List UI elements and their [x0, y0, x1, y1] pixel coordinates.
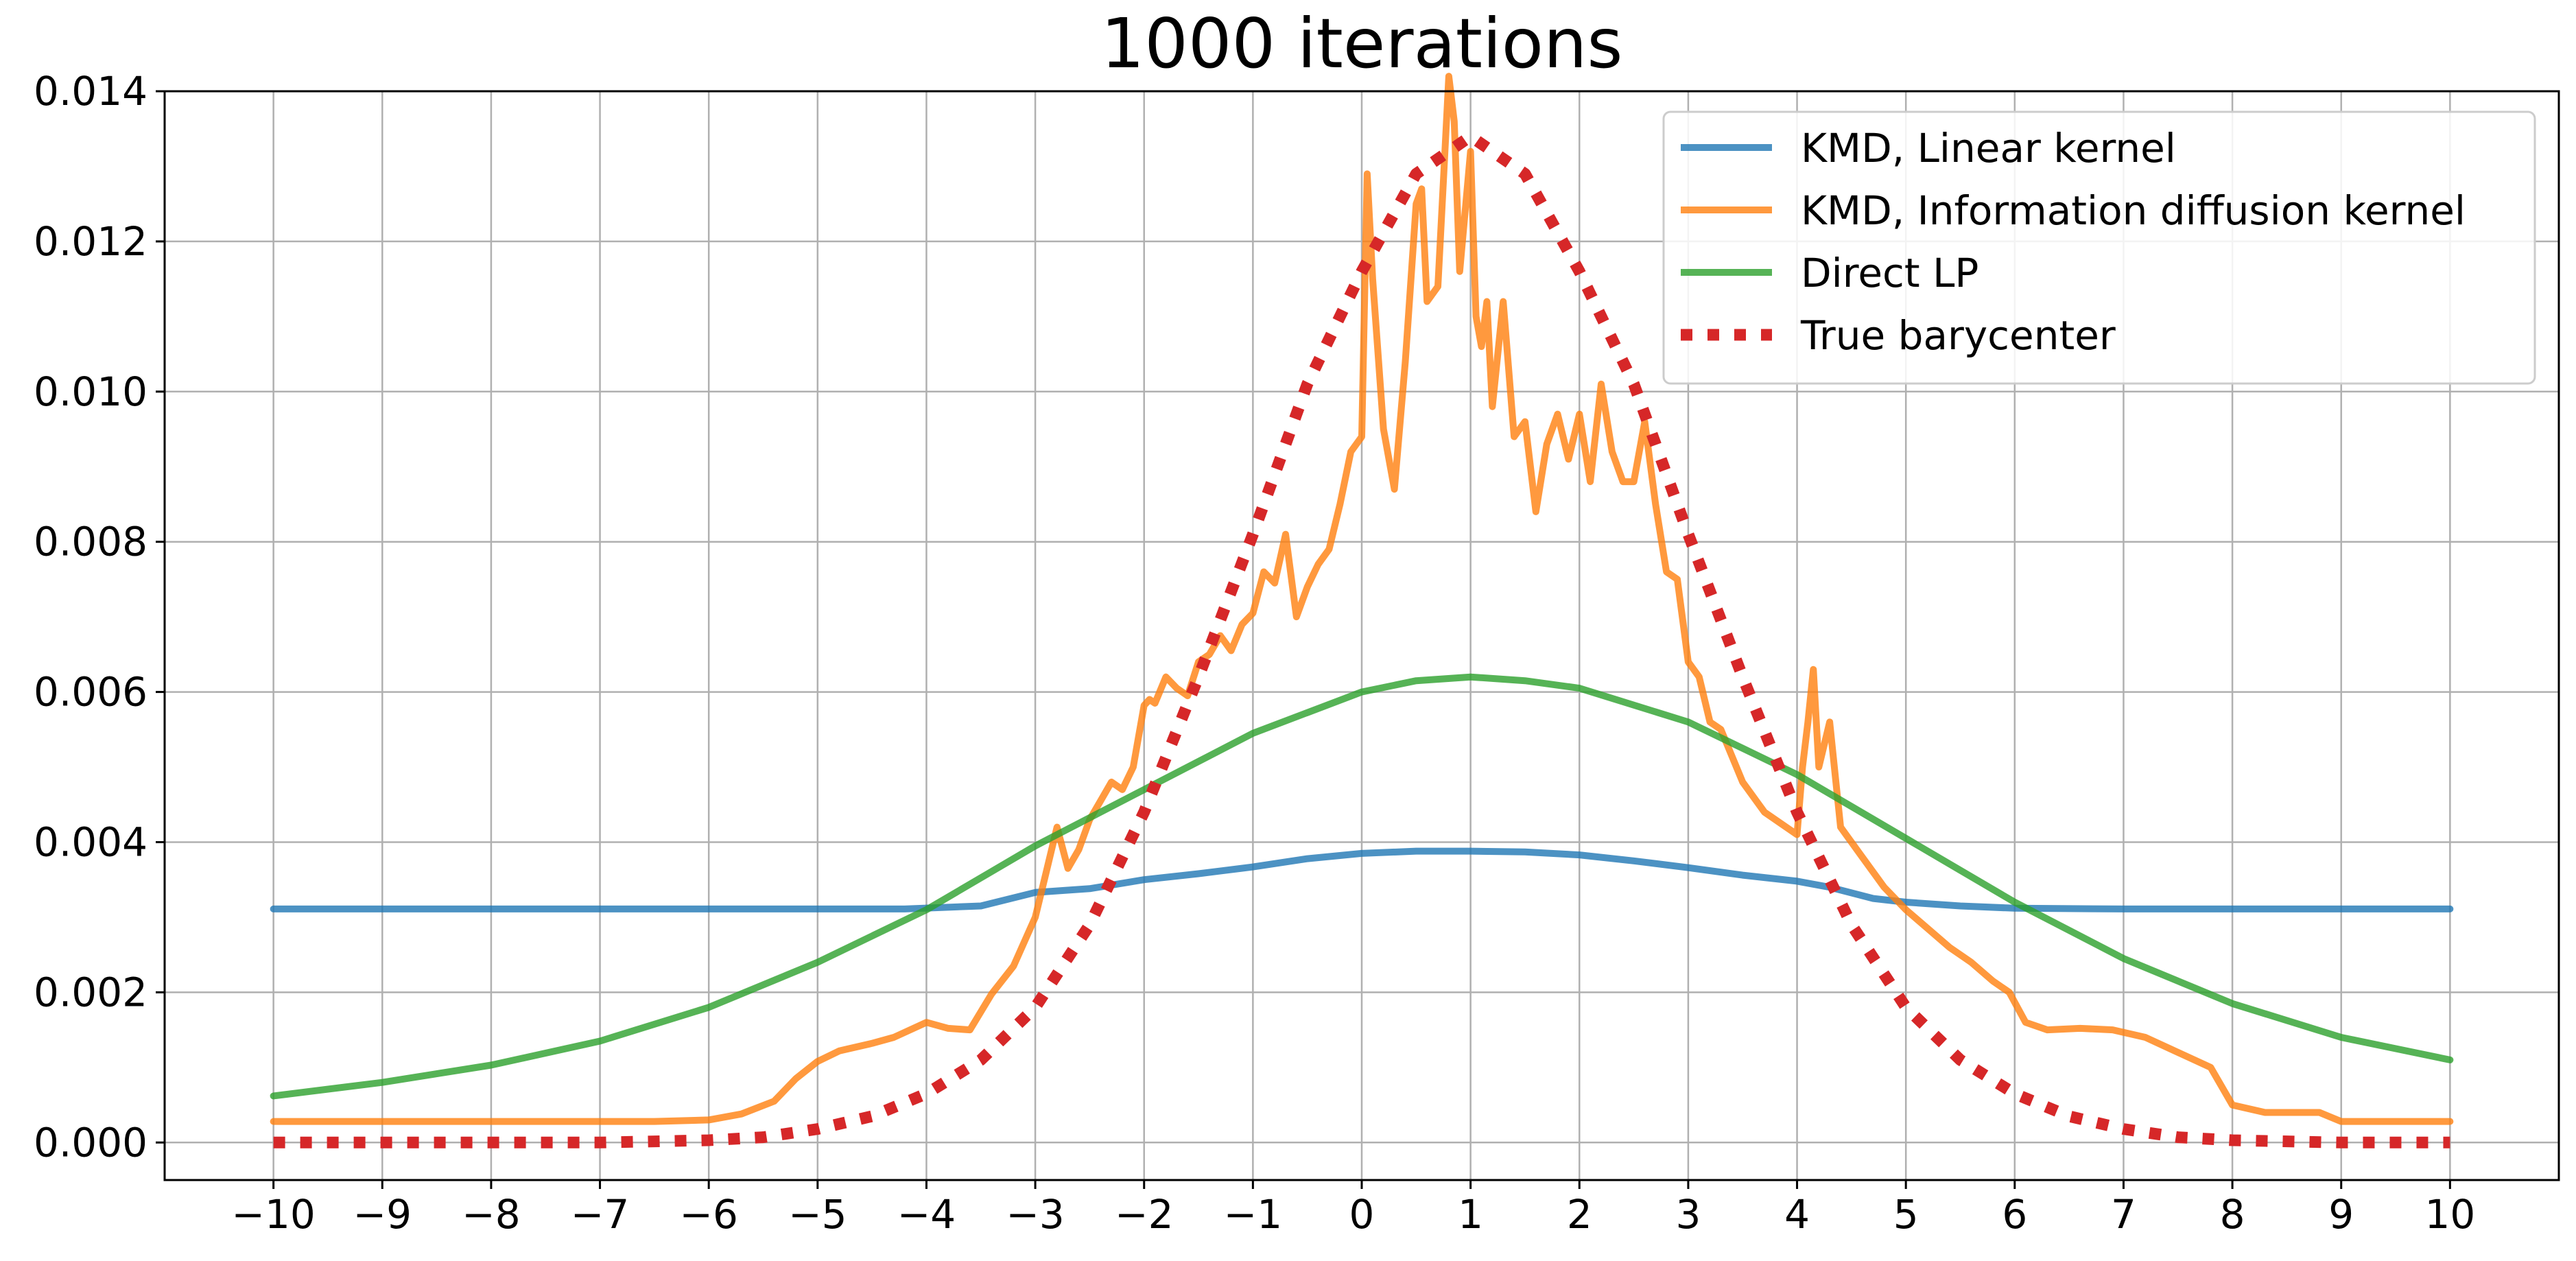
x-tick-label: 8 — [2220, 1191, 2245, 1238]
y-tick-label: 0.012 — [34, 218, 147, 265]
x-tick-label: −8 — [462, 1191, 521, 1238]
grid-lines — [165, 90, 2559, 1180]
x-tick-label: 1 — [1458, 1191, 1483, 1238]
y-tick-label: 0.004 — [34, 818, 147, 865]
y-tick-label: 0.002 — [34, 969, 147, 1015]
legend-box — [1662, 110, 2536, 385]
x-tick-label: −5 — [788, 1191, 847, 1238]
legend-label: KMD, Linear kernel — [1801, 125, 2176, 172]
x-tick-label: −9 — [353, 1191, 412, 1238]
x-tick-label: 5 — [1893, 1191, 1919, 1238]
legend-label: Direct LP — [1801, 250, 1978, 296]
x-tick-label: 10 — [2424, 1191, 2475, 1238]
axis-ticks: −10 −9 −8 −7 −6 −5 −4 −3 −2 −1 0 1 2 3 4 5 6 7 8 9 100.0000.… — [34, 68, 2475, 1238]
legend-label: True barycenter — [1800, 312, 2116, 359]
x-tick-label: −3 — [1006, 1191, 1065, 1238]
x-tick-label: 9 — [2328, 1191, 2354, 1238]
x-tick-label: −10 — [231, 1191, 315, 1238]
y-tick-label: 0.014 — [34, 68, 147, 115]
x-tick-label: 4 — [1784, 1191, 1810, 1238]
y-tick-label: 0.000 — [34, 1119, 147, 1166]
x-tick-label: 2 — [1567, 1191, 1592, 1238]
plot-series — [270, 73, 2454, 1148]
series-line-3 — [273, 130, 2450, 1148]
chart-title: 1000 iterations — [1101, 3, 1623, 84]
x-tick-label: 3 — [1675, 1191, 1701, 1238]
series-line-2 — [270, 673, 2454, 1100]
y-tick-label: 0.006 — [34, 669, 147, 716]
x-tick-label: 0 — [1349, 1191, 1375, 1238]
legend-label: KMD, Information diffusion kernel — [1801, 187, 2466, 234]
legend: KMD, Linear kernel KMD, Information diffu… — [1662, 110, 2536, 385]
x-tick-label: 6 — [2002, 1191, 2027, 1238]
series-line-1 — [270, 73, 2454, 1125]
x-tick-label: 7 — [2111, 1191, 2136, 1238]
x-tick-label: −4 — [897, 1191, 956, 1238]
x-tick-label: −1 — [1224, 1191, 1283, 1238]
x-tick-label: −2 — [1115, 1191, 1174, 1238]
y-tick-label: 0.010 — [34, 368, 147, 415]
x-tick-label: −7 — [571, 1191, 630, 1238]
x-tick-label: −6 — [679, 1191, 738, 1238]
y-tick-label: 0.008 — [34, 519, 147, 565]
